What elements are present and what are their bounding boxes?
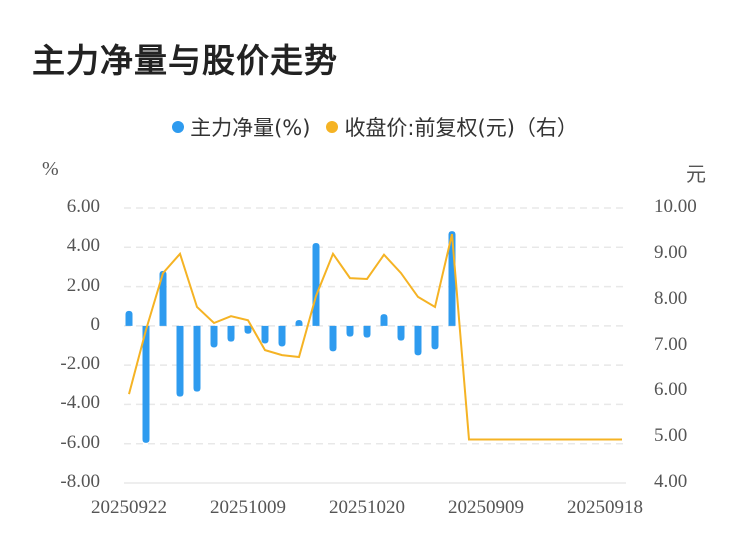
right-axis-tick-label: 7.00 [654,333,688,355]
legend-item-close-price[interactable]: 收盘价:前复权(元)（右） [326,112,578,142]
net-flow-bar[interactable] [346,325,354,337]
net-flow-bar[interactable] [397,325,405,341]
left-axis-tick-label: 4.00 [66,235,100,257]
net-flow-bar[interactable] [125,310,133,326]
net-flow-bar[interactable] [210,325,218,348]
legend-label: 主力净量(%) [190,116,311,140]
legend-label: 收盘价:前复权(元)（右） [344,116,578,140]
net-flow-bar[interactable] [193,325,201,392]
net-flow-bar[interactable] [380,314,388,326]
net-flow-bar[interactable] [142,325,150,443]
x-axis-tick-label: 20251020 [329,497,405,518]
net-flow-bar[interactable] [431,325,439,350]
net-flow-bar[interactable] [176,325,184,397]
x-axis-tick-label: 20251009 [210,497,286,518]
close-price-line[interactable] [128,233,622,441]
right-axis-tick-label: 6.00 [654,379,688,401]
right-axis-tick-label: 10.00 [654,196,697,217]
right-axis-tick-label: 4.00 [654,471,688,492]
net-flow-bar[interactable] [414,325,422,356]
net-flow-bar[interactable] [159,270,167,326]
x-axis-tick-label: 20250909 [448,497,524,518]
left-axis-tick-label: 0 [90,313,101,335]
x-axis-tick-label: 20250918 [567,497,643,518]
left-axis-tick-label: 2.00 [66,274,100,296]
left-axis-tick-label: -6.00 [60,431,100,453]
legend-item-net-flow[interactable]: 主力净量(%) [172,112,310,142]
right-axis-tick-label: 8.00 [654,287,688,309]
net-flow-bar[interactable] [329,325,337,352]
x-axis-tick-label: 20250922 [91,497,167,518]
net-flow-bar[interactable] [244,325,252,334]
net-flow-bar[interactable] [312,242,320,326]
left-axis-unit: % [42,158,59,180]
right-axis-unit: 元 [686,164,706,186]
legend-dot-icon [172,121,185,133]
left-axis-tick-label: 6.00 [66,196,100,217]
net-flow-bar[interactable] [261,325,269,344]
net-flow-bar[interactable] [295,319,303,326]
net-flow-bar[interactable] [363,325,371,338]
right-axis-tick-label: 9.00 [654,241,688,263]
left-axis-tick-label: -8.00 [60,471,100,492]
left-axis-tick-label: -4.00 [60,392,100,414]
net-flow-bar[interactable] [278,325,286,347]
net-flow-bar[interactable] [227,325,235,342]
legend: 主力净量(%) 收盘价:前复权(元)（右） [0,112,750,142]
chart-title: 主力净量与股价走势 [32,41,338,80]
right-axis-tick-label: 5.00 [654,425,688,447]
legend-dot-icon [326,121,339,133]
left-axis-tick-label: -2.00 [60,353,100,375]
